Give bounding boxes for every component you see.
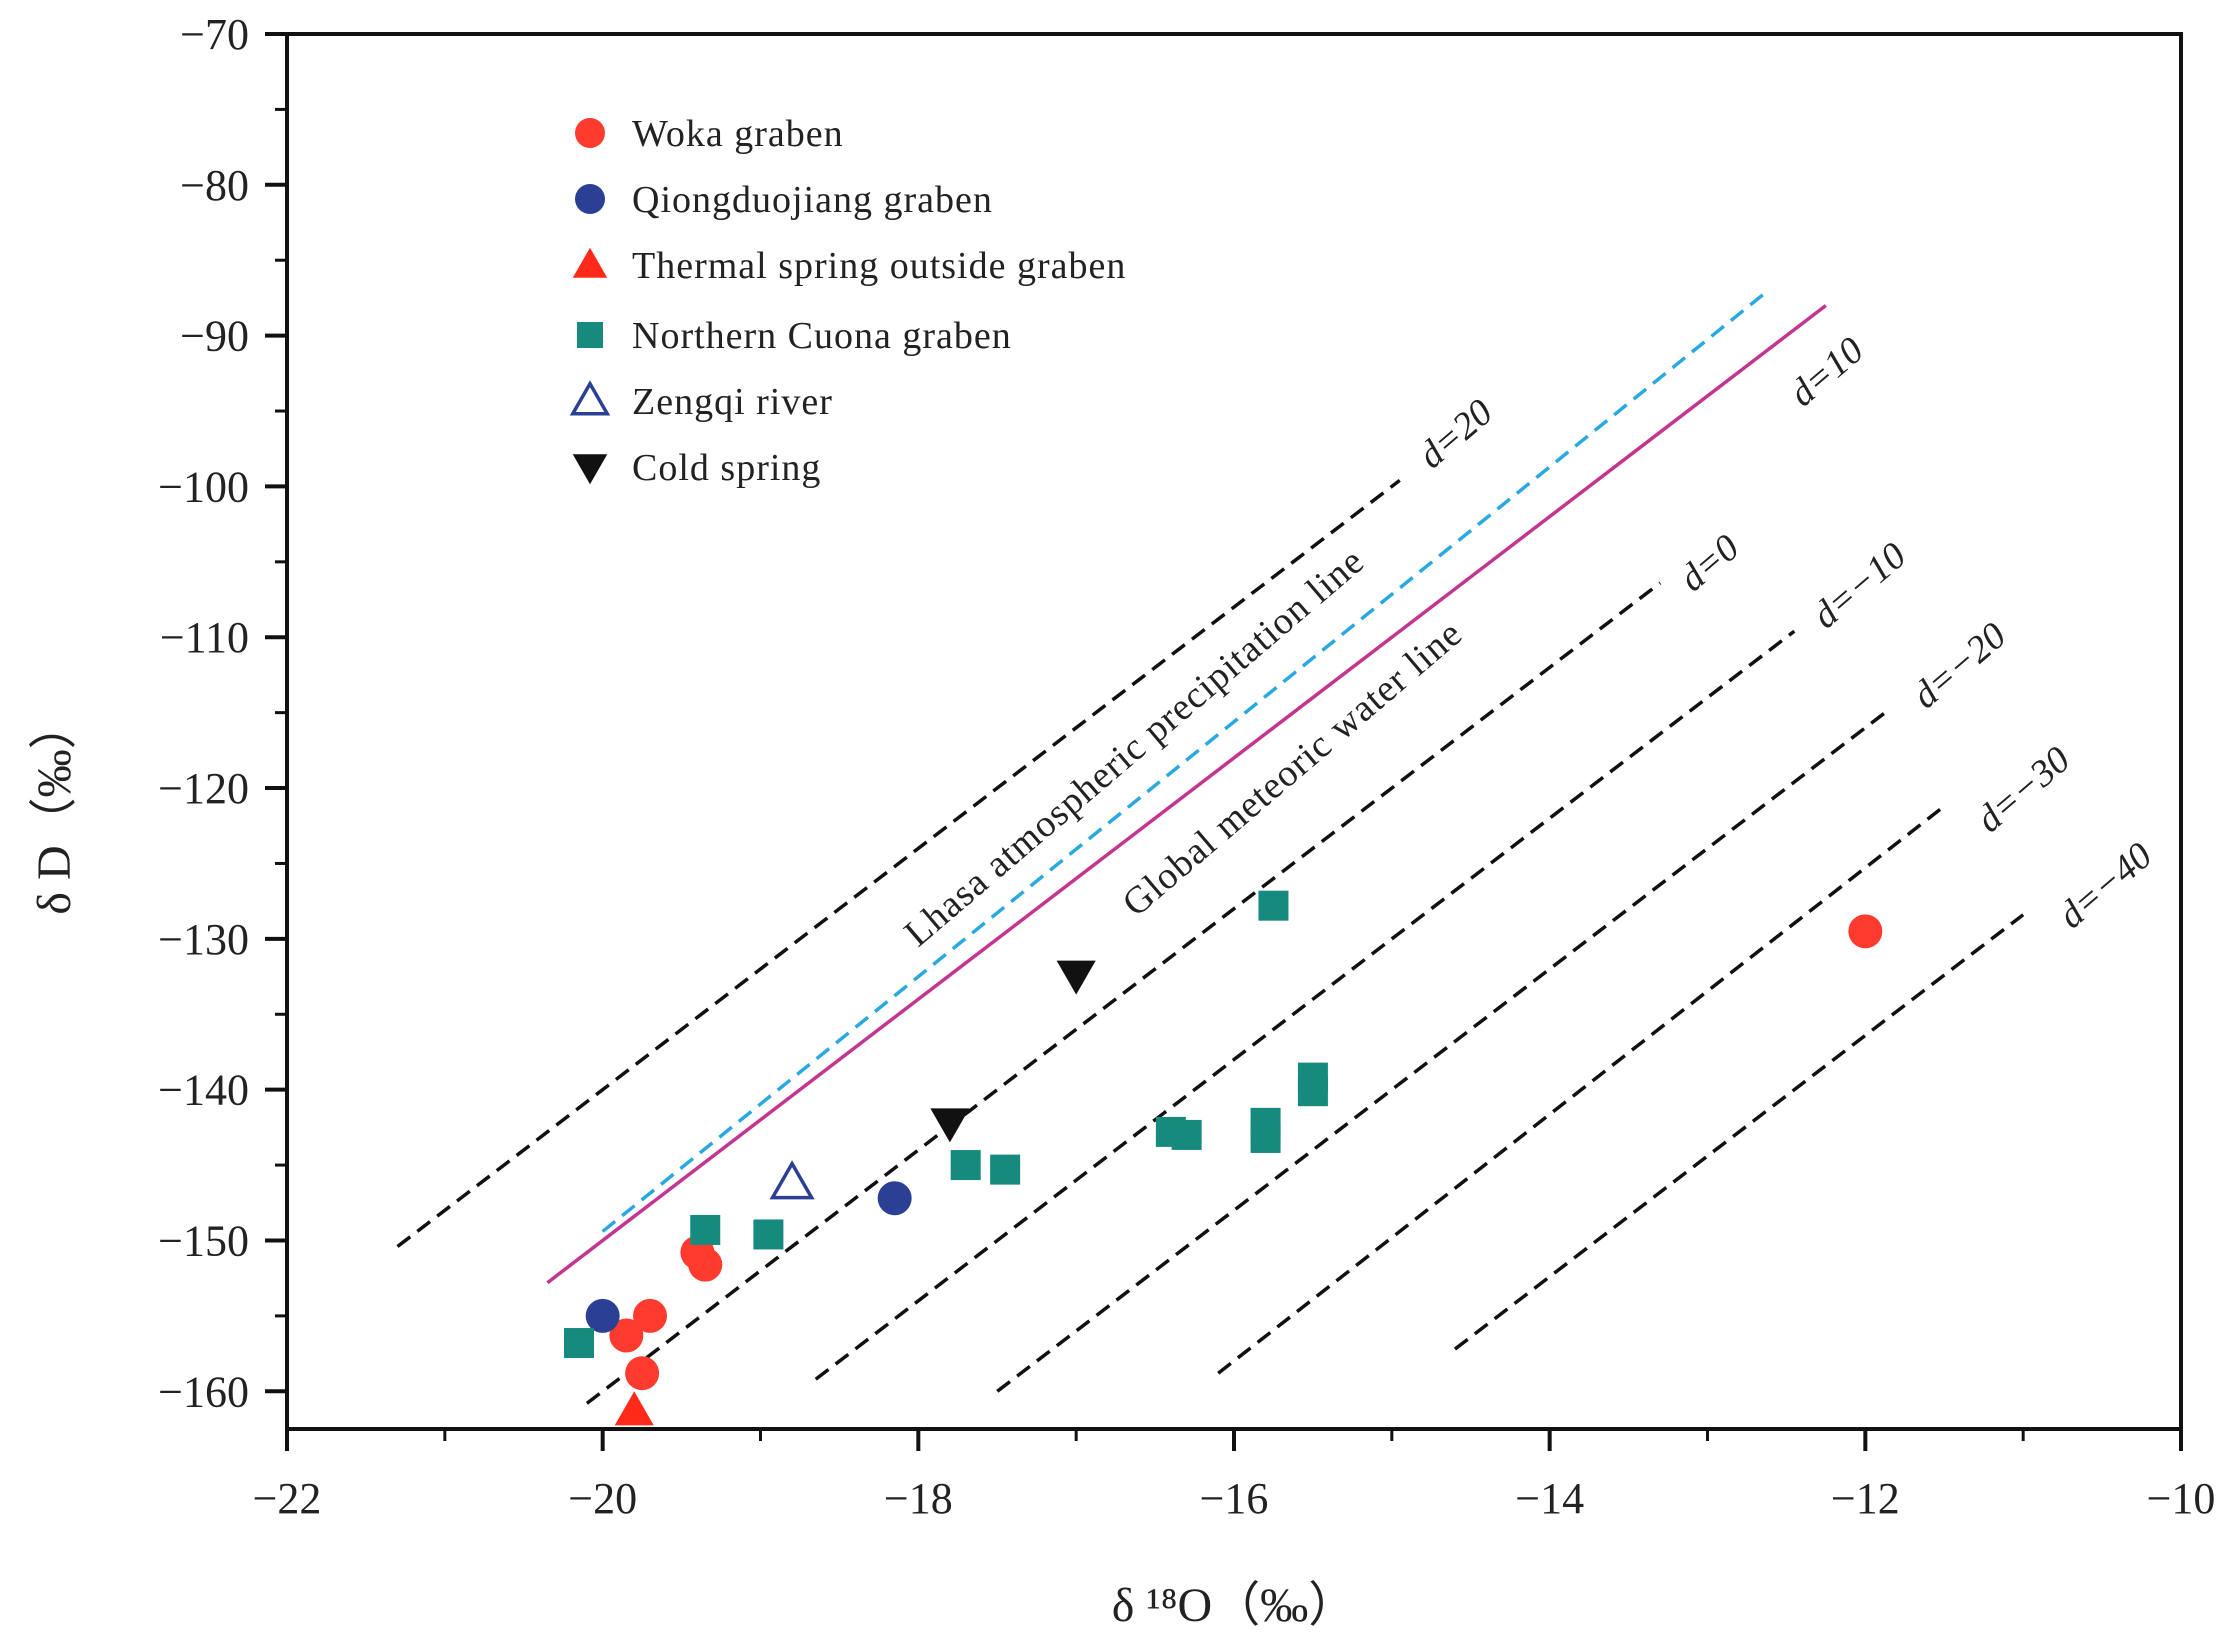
- legend: Woka graben Qiongduojiang graben Thermal s…: [569, 113, 1126, 489]
- reference-line-7: [1453, 913, 2025, 1351]
- legend-marker-3: [577, 322, 603, 348]
- reference-line-4: [814, 629, 1796, 1381]
- reference-lines: [396, 293, 2025, 1405]
- y-tick-label: −140: [158, 1066, 249, 1115]
- data-point-series-2: [614, 1391, 654, 1426]
- data-point-series-0: [609, 1318, 644, 1353]
- data-point-series-4: [769, 1160, 815, 1200]
- data-point-series-3: [990, 1154, 1021, 1185]
- reference-line-2: [396, 479, 1401, 1248]
- data-point-series-3: [1297, 1076, 1328, 1107]
- legend-label-1: Qiongduojiang graben: [632, 179, 993, 221]
- data-point-series-3: [563, 1328, 594, 1359]
- y-tick-label: −150: [158, 1216, 249, 1265]
- data-point-series-3: [950, 1150, 981, 1181]
- data-point-series-1: [877, 1181, 912, 1216]
- data-point-series-3: [753, 1219, 784, 1250]
- data-point-series-0: [633, 1298, 668, 1333]
- data-point-series-3: [690, 1214, 721, 1245]
- x-tick-label: −22: [253, 1474, 322, 1523]
- y-tick-label: −90: [180, 312, 249, 361]
- x-tick-label: −16: [1200, 1474, 1269, 1523]
- y-tick-label: −70: [180, 10, 249, 59]
- legend-marker-4: [569, 380, 611, 416]
- y-tick-label: −110: [160, 613, 249, 662]
- y-axis-title: δ D（‰）: [28, 701, 81, 914]
- y-tick-label: −120: [158, 764, 249, 813]
- data-point-series-3: [1171, 1119, 1202, 1150]
- reference-line-5: [996, 708, 1891, 1393]
- y-tick-label: −100: [158, 462, 249, 511]
- legend-label-3: Northern Cuona graben: [632, 315, 1012, 357]
- reference-line-3: [585, 581, 1662, 1405]
- data-point-series-5: [930, 1108, 970, 1143]
- x-axis-title: δ ¹⁸O（‰）: [1112, 1579, 1356, 1632]
- legend-label-2: Thermal spring outside graben: [632, 245, 1126, 287]
- data-point-series-0: [625, 1356, 660, 1391]
- data-point-series-1: [585, 1298, 620, 1333]
- y-tick-label: −80: [180, 161, 249, 210]
- y-axis: −70 −80 −90 −100 −110 −120 −130 −140 −150 −160: [158, 10, 287, 1416]
- legend-label-4: Zengqi river: [632, 381, 833, 423]
- legend-marker-2: [572, 247, 608, 278]
- y-tick-label: −160: [158, 1367, 249, 1416]
- reference-line-1: [546, 304, 1827, 1285]
- legend-marker-5: [572, 454, 608, 485]
- x-tick-label: −14: [1515, 1474, 1584, 1523]
- x-tick-label: −12: [1831, 1474, 1900, 1523]
- legend-marker-1: [575, 184, 605, 214]
- x-tick-label: −18: [884, 1474, 953, 1523]
- data-points: [563, 890, 1883, 1426]
- data-point-series-5: [1056, 960, 1096, 995]
- legend-marker-0: [575, 118, 605, 148]
- x-tick-label: −20: [568, 1474, 637, 1523]
- y-tick-label: −130: [158, 915, 249, 964]
- data-point-series-3: [1258, 890, 1289, 921]
- data-point-series-3: [1250, 1122, 1281, 1153]
- data-point-series-0: [688, 1247, 723, 1282]
- legend-label-0: Woka graben: [632, 113, 844, 155]
- reference-line-6: [1217, 804, 1946, 1375]
- x-axis: −22 −20 −18 −16 −14 −12 −10: [253, 1429, 2216, 1523]
- legend-label-5: Cold spring: [632, 447, 821, 489]
- x-tick-label: −10: [2147, 1474, 2216, 1523]
- data-point-series-0: [1848, 914, 1883, 949]
